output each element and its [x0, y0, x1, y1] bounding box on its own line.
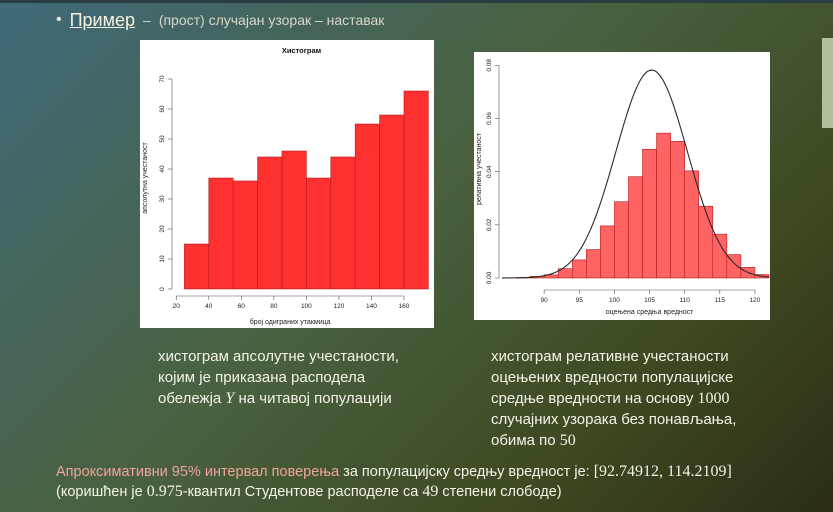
slide-title[interactable]: Пример [69, 9, 136, 30]
interval-line: Апроксимативни 95% интервал поверења за … [56, 463, 732, 480]
title-separator: – [143, 12, 151, 28]
histogram-bar [354, 123, 380, 290]
histogram-bar [306, 177, 332, 290]
sample-count: 1000 [697, 390, 730, 407]
x-tick-label: 90 [541, 297, 549, 304]
x-tick-label: 80 [270, 303, 278, 310]
y-tick-label: 0.02 [486, 218, 493, 231]
x-tick-label: 20 [173, 303, 181, 310]
histogram-bar [330, 156, 356, 290]
histogram-bar [712, 233, 728, 279]
caption-line: хистограм апсолутне учестаности, [158, 348, 399, 365]
side-scroll-tab[interactable] [822, 38, 833, 128]
histogram-bar [571, 259, 587, 279]
y-tick-label: 40 [159, 165, 166, 173]
y-tick-label: 0 [159, 287, 166, 291]
y-tick-label: 30 [159, 195, 166, 203]
histogram-bar [600, 225, 615, 279]
histogram-bar [656, 132, 671, 279]
sample-size: 50 [559, 432, 576, 449]
histogram-bar [379, 114, 405, 290]
histogram-bar [614, 201, 629, 279]
caption-relative-histogram: хистограм релативне учестаности оцењених… [491, 346, 791, 451]
interval-label: Апроксимативни 95% интервал поверења [56, 464, 340, 480]
x-tick-label: 115 [715, 297, 726, 304]
caption-absolute-histogram: хистограм апсолутне учестаности, којим ј… [158, 346, 448, 409]
quantile-value: 0.975 [146, 483, 183, 500]
y-tick-label: 0.04 [486, 165, 493, 178]
histogram-bar [403, 90, 429, 290]
y-tick-label: 10 [159, 255, 166, 263]
normal-density-curve [501, 69, 770, 279]
histogram-bar [642, 149, 657, 279]
histogram-bar [232, 180, 258, 290]
interval-value: [92.74912, 114.2109] [593, 463, 732, 480]
histogram-bar [698, 205, 714, 279]
degrees-of-freedom: 49 [422, 483, 439, 500]
y-tick-label: 20 [159, 225, 166, 233]
caption-line: оцењених вредности популацијске [491, 369, 734, 386]
confidence-interval-text: Апроксимативни 95% интервал поверења за … [56, 462, 831, 502]
histogram-bar [184, 243, 210, 290]
x-tick-label: 100 [609, 297, 620, 304]
bullet-icon: • [56, 11, 62, 28]
x-tick-label: 105 [644, 297, 655, 304]
histogram-bar [726, 254, 742, 279]
histogram-bar [670, 141, 685, 279]
y-tick-label: 0.00 [486, 271, 493, 284]
absolute-frequency-histogram: 20 40 60 80 100 120 140 160 0 10 20 30 40 50 60 70 Хисто… [140, 40, 434, 328]
y-tick-label: 0.06 [486, 112, 493, 125]
x-axis-label: број одиграних утакмица [250, 318, 331, 326]
x-tick-label: 40 [205, 303, 213, 310]
y-axis-label: апсолутна учестаност [142, 141, 149, 213]
histogram-bar [586, 249, 601, 279]
histogram-bar [628, 176, 643, 279]
x-tick-label: 110 [679, 297, 690, 304]
relative-frequency-histogram: 90 95 100 105 110 115 120 0.00 0.02 0.04 0.06 0.08 о… [474, 52, 770, 320]
x-axis-label: оцењена средња вредност [606, 309, 694, 316]
histogram-bar [257, 156, 283, 290]
x-tick-label: 160 [399, 303, 410, 310]
x-tick-label: 120 [750, 297, 761, 304]
x-tick-label: 100 [301, 303, 312, 310]
y-tick-label: 70 [159, 75, 166, 83]
histogram-bar [684, 170, 700, 279]
slide-header: • Пример – (прост) случајан узорак – нас… [56, 4, 384, 36]
x-tick-label: 140 [366, 303, 377, 310]
y-tick-label: 0.08 [486, 59, 493, 72]
caption-line: обележја Y на читавој популацији [158, 390, 392, 407]
caption-line: којим је приказана расподела [158, 369, 366, 386]
histogram-bar [208, 177, 234, 290]
y-tick-label: 60 [159, 105, 166, 113]
caption-line: обима по 50 [491, 432, 576, 449]
caption-line: случајних узорака без понављања, [491, 411, 737, 428]
y-tick-label: 50 [159, 135, 166, 143]
x-tick-label: 95 [576, 297, 584, 304]
histogram-bar [281, 150, 307, 290]
variable-y: Y [225, 390, 235, 407]
x-tick-label: 60 [238, 303, 246, 310]
quantile-note: (коришћен је 0.975-квантил Студентове ра… [56, 483, 562, 500]
caption-line: средње вредности на основу 1000 [491, 390, 730, 407]
slide-subtitle: (прост) случајан узорак – наставак [158, 12, 385, 28]
caption-line: хистограм релативне учестаности [491, 348, 729, 365]
x-tick-label: 120 [333, 303, 344, 310]
top-bar [0, 0, 833, 3]
histogram-absolute-chart: 20 40 60 80 100 120 140 160 0 10 20 30 40 50 60 70 Хисто… [142, 46, 429, 326]
y-axis-label: релативна учестаност [476, 132, 483, 205]
histogram-relative-chart: 90 95 100 105 110 115 120 0.00 0.02 0.04 0.06 0.08 о… [476, 59, 770, 316]
chart-title: Хистограм [282, 46, 322, 55]
